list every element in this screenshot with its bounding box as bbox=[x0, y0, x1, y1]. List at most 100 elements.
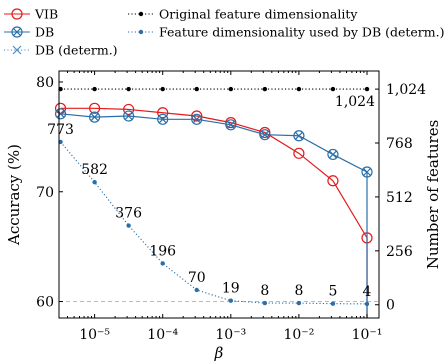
y-right-tick-label: 1,024 bbox=[386, 82, 426, 98]
x-tick-label: 10⁻³ bbox=[215, 327, 246, 343]
legend-label: VIB bbox=[34, 7, 58, 22]
data-point-db-ring bbox=[157, 113, 169, 125]
data-point-original-feature-dimensionality bbox=[330, 86, 336, 92]
data-point-original-feature-dimensionality bbox=[92, 86, 97, 92]
data-point-db-cross bbox=[90, 113, 99, 122]
data-point-vib bbox=[123, 103, 135, 116]
data-point-feature-dimensionality-used-by-db-determ bbox=[296, 300, 302, 306]
data-point-feature-dimensionality-used-by-db-determ bbox=[126, 223, 131, 228]
data-point-db bbox=[327, 148, 339, 161]
data-point-db-cross bbox=[56, 109, 65, 118]
data-point-db-cross bbox=[158, 115, 167, 124]
data-label: 8 bbox=[260, 283, 269, 299]
data-point-db bbox=[361, 166, 373, 178]
data-point-db bbox=[191, 113, 203, 125]
data-label: 196 bbox=[149, 243, 176, 259]
data-point-db-ring bbox=[191, 113, 203, 125]
y-right-tick-label: 768 bbox=[386, 136, 413, 152]
data-point-db-ring bbox=[361, 166, 373, 178]
data-point-original-feature-dimensionality bbox=[262, 86, 268, 92]
legend-item: DB bbox=[4, 25, 54, 40]
data-label: 376 bbox=[115, 206, 142, 222]
data-point-db-ring bbox=[225, 119, 237, 131]
x-tick-label: 10⁻⁴ bbox=[147, 327, 178, 343]
data-point-feature-dimensionality-used-by-db-determ bbox=[160, 261, 165, 266]
y-right-tick-label: 512 bbox=[386, 190, 413, 206]
legend-marker-cross bbox=[13, 28, 21, 36]
legend-marker-ring bbox=[11, 26, 23, 38]
legend-marker bbox=[11, 8, 23, 20]
legend-label: DB (determ.) bbox=[35, 43, 118, 58]
data-point-vib bbox=[327, 175, 339, 187]
data-point-feature-dimensionality-used-by-db-determ bbox=[364, 301, 370, 307]
data-point-db-ring bbox=[293, 130, 305, 142]
data-label: 1,024 bbox=[335, 94, 375, 110]
data-point-feature-dimensionality-used-by-db-determ bbox=[330, 301, 336, 306]
y-left-axis-label: Accuracy (%) bbox=[5, 144, 23, 246]
legend-marker bbox=[11, 26, 23, 38]
data-point-db-cross bbox=[192, 115, 201, 124]
y-left-tick-label: 70 bbox=[36, 185, 54, 201]
data-point-original-feature-dimensionality bbox=[364, 86, 370, 92]
legend-label: Feature dimensionality used by DB (deter… bbox=[159, 25, 444, 40]
data-point-feature-dimensionality-used-by-db-determ bbox=[92, 179, 97, 185]
series-original-feature-dimensionality bbox=[58, 86, 370, 92]
data-point-db-ring bbox=[259, 129, 271, 141]
data-point-db bbox=[157, 113, 169, 125]
x-tick-label: 10⁻¹ bbox=[352, 327, 383, 343]
legend-item: Feature dimensionality used by DB (deter… bbox=[128, 25, 444, 40]
axes: 10⁻⁵ 10⁻⁴ 10⁻³ 10⁻² 10⁻¹ 60 70 80 0 256 512 768 1,02… bbox=[5, 70, 442, 362]
y-left-tick-label: 60 bbox=[36, 295, 54, 311]
y-right-tick-label: 256 bbox=[386, 244, 413, 260]
data-label: 19 bbox=[222, 281, 240, 297]
data-point-original-feature-dimensionality bbox=[228, 86, 234, 92]
data-point-db-cross bbox=[226, 120, 235, 129]
series-line-vib bbox=[60, 107, 368, 318]
plot-area: 1,024 773 582 376 196 70 19 8 8 5 4 bbox=[47, 86, 379, 318]
x-tick-label: 10⁻² bbox=[283, 327, 314, 343]
legend-marker bbox=[138, 29, 144, 35]
legend-label: DB bbox=[35, 25, 54, 40]
data-point-original-feature-dimensionality bbox=[296, 86, 302, 92]
data-point-original-feature-dimensionality bbox=[126, 86, 131, 92]
series-vib bbox=[54, 102, 373, 318]
data-point-db-ring bbox=[123, 110, 135, 122]
plot-frame bbox=[58, 70, 380, 319]
data-point-db-cross bbox=[260, 130, 269, 139]
legend-item: DB (determ.) bbox=[4, 43, 118, 58]
data-point-db bbox=[123, 110, 135, 122]
data-label: 4 bbox=[363, 284, 372, 300]
series-line-db bbox=[60, 113, 368, 318]
legend-marker bbox=[12, 45, 22, 55]
y-right-axis-label: Number of features bbox=[424, 120, 442, 270]
y-left-tick-label: 80 bbox=[36, 75, 54, 91]
data-point-vib bbox=[191, 110, 203, 122]
data-point-db-ring bbox=[89, 111, 101, 123]
data-point-db-cross bbox=[294, 131, 303, 140]
legend-item: VIB bbox=[4, 7, 58, 22]
data-point-db-cross bbox=[363, 168, 371, 176]
data-point-vib bbox=[89, 102, 101, 114]
data-point-db bbox=[89, 111, 101, 123]
data-label: 70 bbox=[188, 270, 206, 286]
data-point-db bbox=[259, 129, 271, 141]
data-point-feature-dimensionality-used-by-db-determ bbox=[262, 300, 268, 306]
legend: VIB DB DB (determ.) Original feature dimens… bbox=[4, 7, 444, 58]
data-label: 773 bbox=[47, 122, 74, 138]
legend-item: Original feature dimensionality bbox=[128, 7, 358, 22]
data-point-original-feature-dimensionality bbox=[160, 86, 165, 92]
series-db bbox=[54, 108, 373, 318]
data-point-feature-dimensionality-used-by-db-determ bbox=[228, 298, 234, 303]
data-point-vib bbox=[157, 107, 169, 119]
data-point-db-cross bbox=[329, 150, 337, 159]
data-label: 8 bbox=[294, 283, 303, 299]
series-feature-dimensionality-used-by-db-determ bbox=[58, 139, 370, 307]
data-point-vib bbox=[293, 147, 305, 159]
data-point-db bbox=[293, 130, 305, 142]
data-point-original-feature-dimensionality bbox=[194, 86, 199, 92]
x-axis-label: β bbox=[214, 344, 224, 362]
y-right-tick-label: 0 bbox=[386, 298, 395, 314]
legend-label: Original feature dimensionality bbox=[159, 7, 358, 22]
data-point-db-ring bbox=[327, 148, 339, 161]
